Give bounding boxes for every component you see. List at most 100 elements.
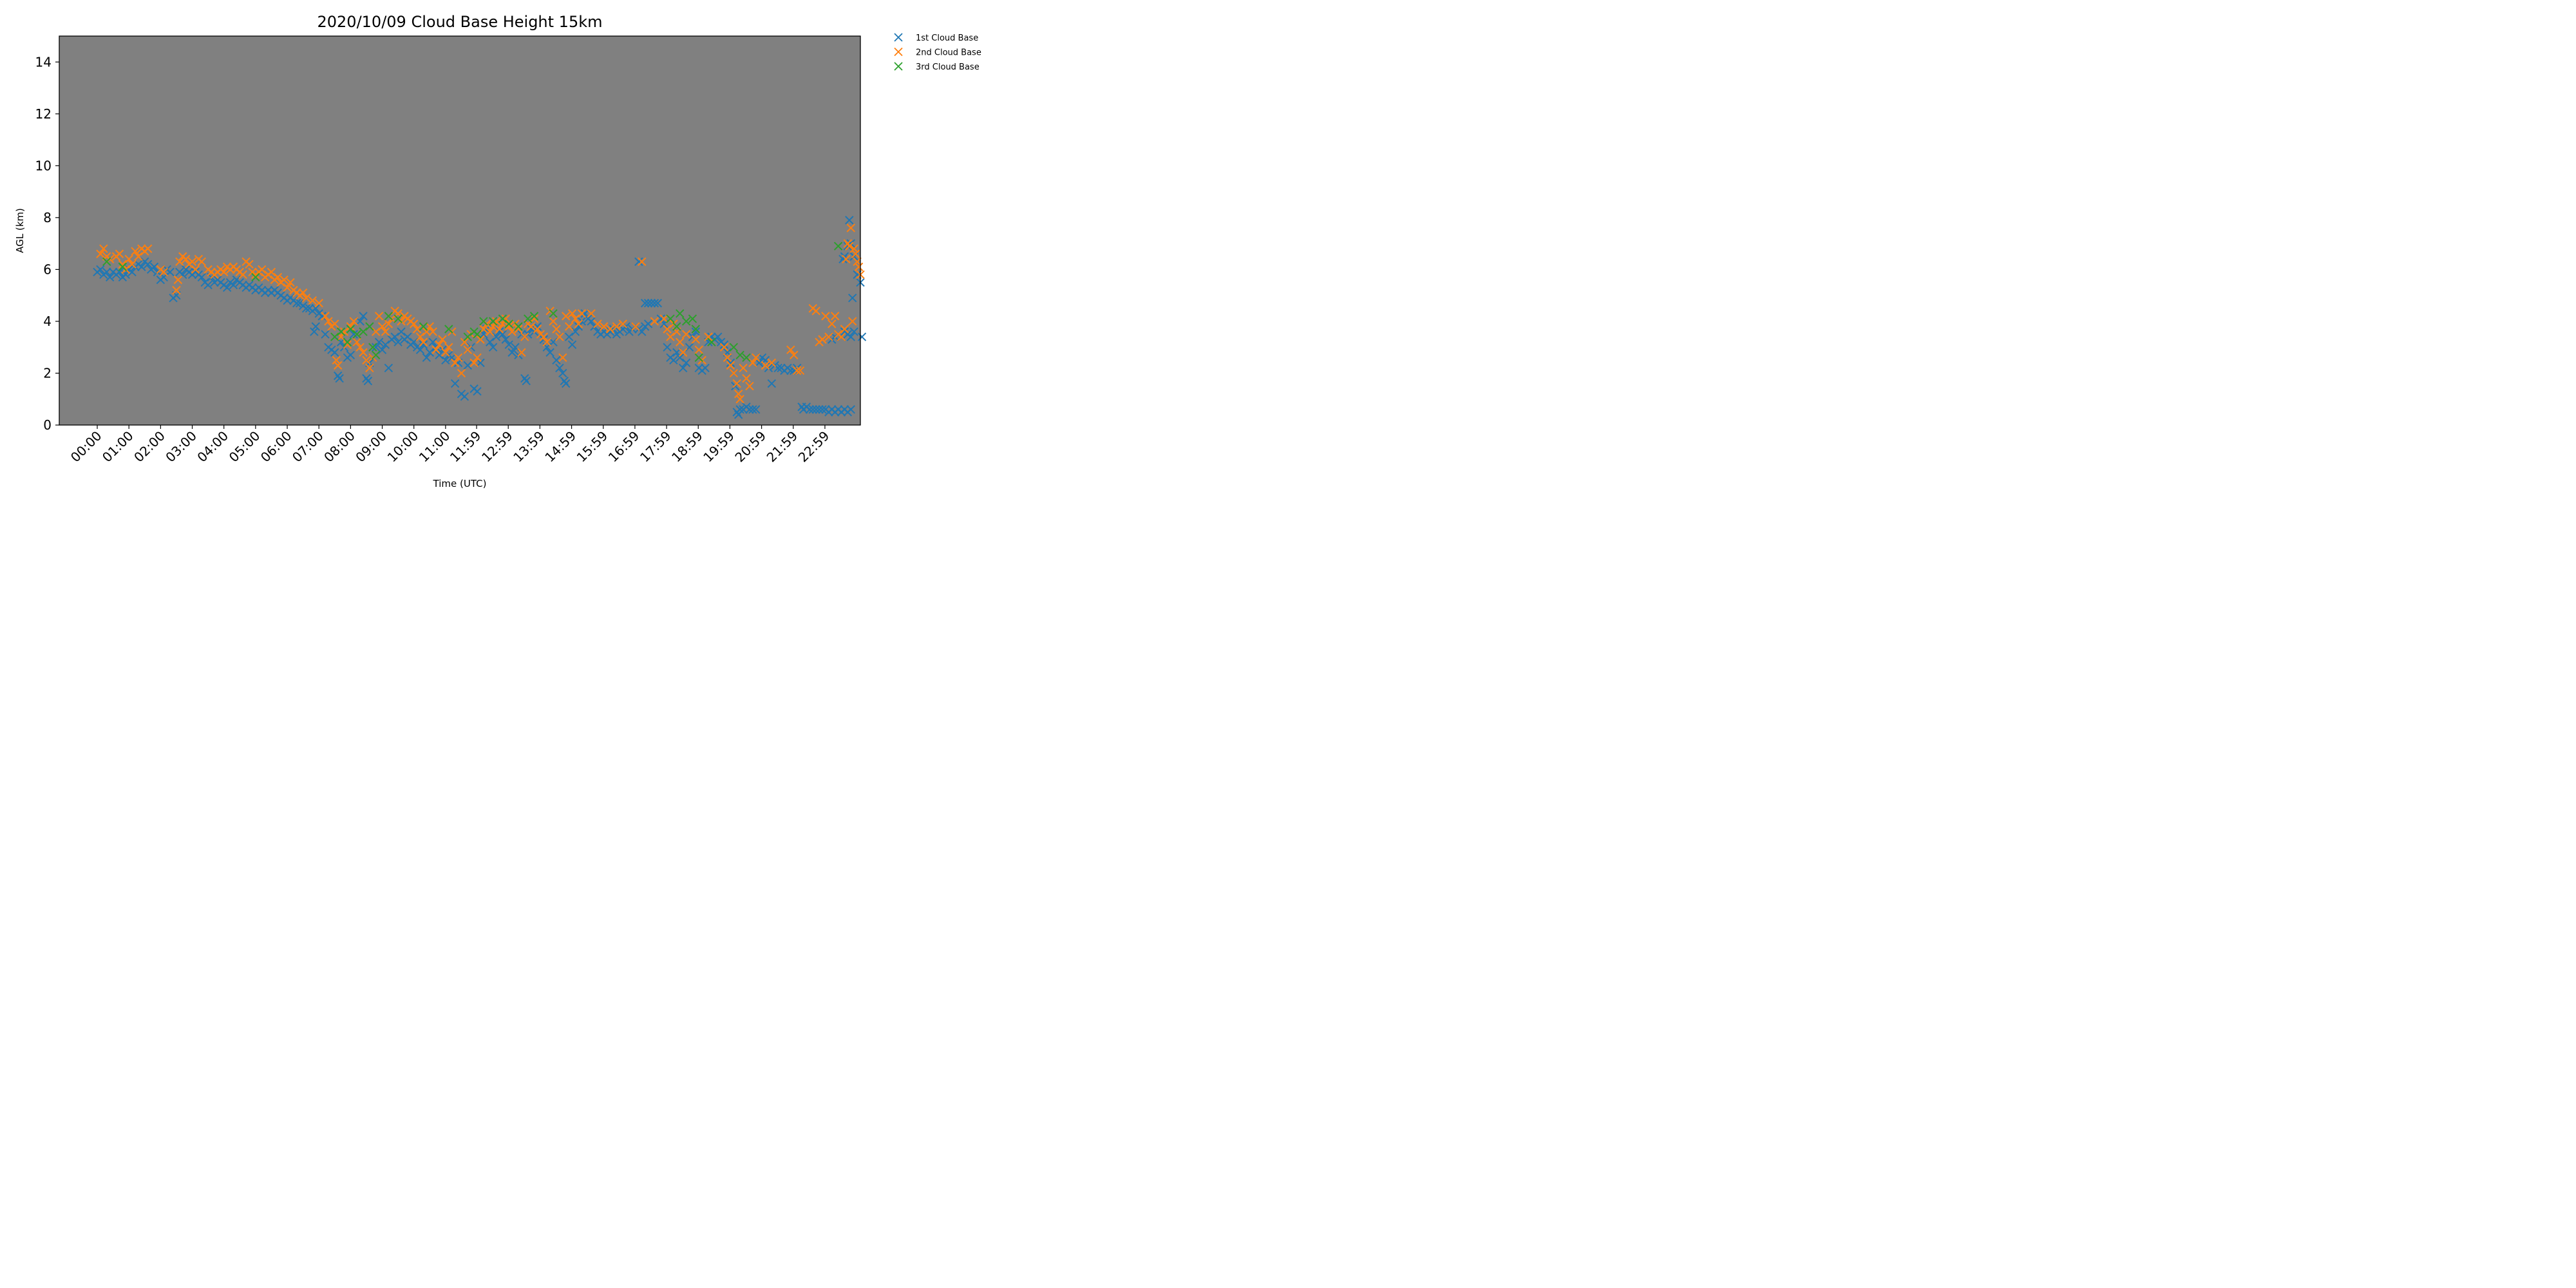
data-point bbox=[415, 332, 425, 341]
data-point bbox=[346, 322, 355, 331]
data-point bbox=[656, 314, 665, 323]
data-point bbox=[390, 332, 399, 341]
data-point bbox=[187, 257, 197, 267]
y-tick-label: 12 bbox=[35, 106, 52, 122]
data-point bbox=[672, 348, 681, 357]
data-point bbox=[149, 262, 159, 272]
data-point bbox=[365, 322, 374, 331]
data-point bbox=[618, 319, 627, 328]
data-point bbox=[428, 327, 437, 336]
data-point bbox=[330, 332, 339, 341]
data-point bbox=[245, 260, 254, 269]
data-point bbox=[504, 340, 513, 349]
data-point bbox=[173, 275, 183, 285]
x-axis: 00:0001:0002:0003:0004:0005:0006:0007:00… bbox=[68, 425, 832, 466]
data-point bbox=[552, 325, 561, 334]
data-point bbox=[308, 296, 317, 305]
scatter-chart: 2020/10/09 Cloud Base Height 15km 0 2 4 6 8 1… bbox=[14, 13, 981, 489]
data-point bbox=[653, 299, 663, 308]
data-point bbox=[735, 405, 744, 414]
data-point bbox=[634, 257, 643, 267]
data-point bbox=[846, 223, 855, 232]
data-point bbox=[377, 345, 387, 354]
data-point bbox=[501, 314, 511, 323]
data-point bbox=[815, 405, 824, 414]
data-point bbox=[363, 376, 373, 386]
data-point bbox=[517, 348, 526, 357]
data-point bbox=[301, 293, 311, 303]
data-point bbox=[128, 260, 137, 269]
data-point bbox=[476, 358, 485, 368]
x-tick-label: 11:00 bbox=[416, 428, 453, 466]
x-tick-label: 15:59 bbox=[574, 428, 611, 466]
data-point bbox=[520, 374, 529, 383]
data-point bbox=[672, 322, 681, 331]
data-point bbox=[181, 254, 191, 264]
data-point bbox=[368, 343, 377, 352]
data-point bbox=[352, 337, 361, 346]
data-point bbox=[359, 348, 368, 357]
data-point bbox=[840, 325, 849, 334]
data-point bbox=[640, 299, 650, 308]
data-point bbox=[330, 348, 339, 357]
data-point bbox=[415, 345, 425, 354]
data-point bbox=[115, 249, 124, 258]
data-point bbox=[419, 337, 428, 346]
data-point bbox=[818, 405, 827, 414]
data-point bbox=[845, 242, 854, 251]
data-point bbox=[128, 267, 137, 277]
data-point bbox=[663, 325, 672, 334]
plot-frame bbox=[59, 35, 861, 426]
data-point bbox=[587, 317, 596, 326]
data-point bbox=[773, 363, 782, 373]
data-point bbox=[473, 386, 482, 396]
data-point bbox=[529, 314, 539, 323]
data-point bbox=[425, 348, 434, 357]
x-tick-label: 02:00 bbox=[131, 428, 168, 466]
data-point bbox=[422, 353, 431, 363]
data-point bbox=[754, 358, 764, 368]
data-point bbox=[419, 340, 428, 349]
data-point bbox=[311, 304, 320, 313]
data-point bbox=[460, 392, 469, 401]
data-point bbox=[567, 340, 577, 349]
data-point bbox=[339, 327, 349, 336]
data-point bbox=[450, 379, 460, 388]
data-point bbox=[441, 348, 450, 357]
data-point bbox=[495, 325, 504, 334]
chart-figure: 2020/10/09 Cloud Base Height 15km 0 2 4 6 8 1… bbox=[0, 0, 1007, 504]
data-point bbox=[346, 325, 355, 334]
x-tick-label: 12:59 bbox=[478, 428, 516, 466]
data-point bbox=[732, 379, 741, 388]
data-point bbox=[571, 327, 580, 336]
data-point bbox=[371, 327, 381, 336]
data-point bbox=[678, 363, 688, 373]
data-point bbox=[842, 254, 851, 264]
data-point bbox=[828, 319, 837, 328]
data-point bbox=[542, 337, 551, 346]
data-point bbox=[229, 280, 238, 290]
data-point bbox=[321, 330, 330, 339]
x-tick-label: 05:00 bbox=[226, 428, 263, 466]
data-point bbox=[501, 335, 511, 344]
data-point bbox=[726, 358, 735, 368]
data-point bbox=[393, 337, 402, 346]
data-point bbox=[843, 239, 853, 248]
data-point bbox=[381, 327, 390, 336]
data-point bbox=[463, 361, 472, 370]
data-point bbox=[719, 340, 729, 349]
x-tick-label: 07:00 bbox=[289, 428, 327, 466]
y-tick-label: 2 bbox=[43, 365, 52, 381]
data-point bbox=[435, 350, 444, 359]
data-point bbox=[707, 337, 716, 346]
y-tick-label: 8 bbox=[43, 210, 52, 225]
data-point bbox=[545, 348, 554, 357]
series-2 bbox=[96, 223, 865, 404]
data-point bbox=[409, 319, 419, 328]
data-point bbox=[349, 317, 358, 326]
data-point bbox=[833, 242, 843, 251]
x-tick-label: 03:00 bbox=[162, 428, 200, 466]
data-point bbox=[204, 280, 213, 290]
data-point bbox=[118, 260, 128, 269]
data-point bbox=[166, 267, 175, 277]
